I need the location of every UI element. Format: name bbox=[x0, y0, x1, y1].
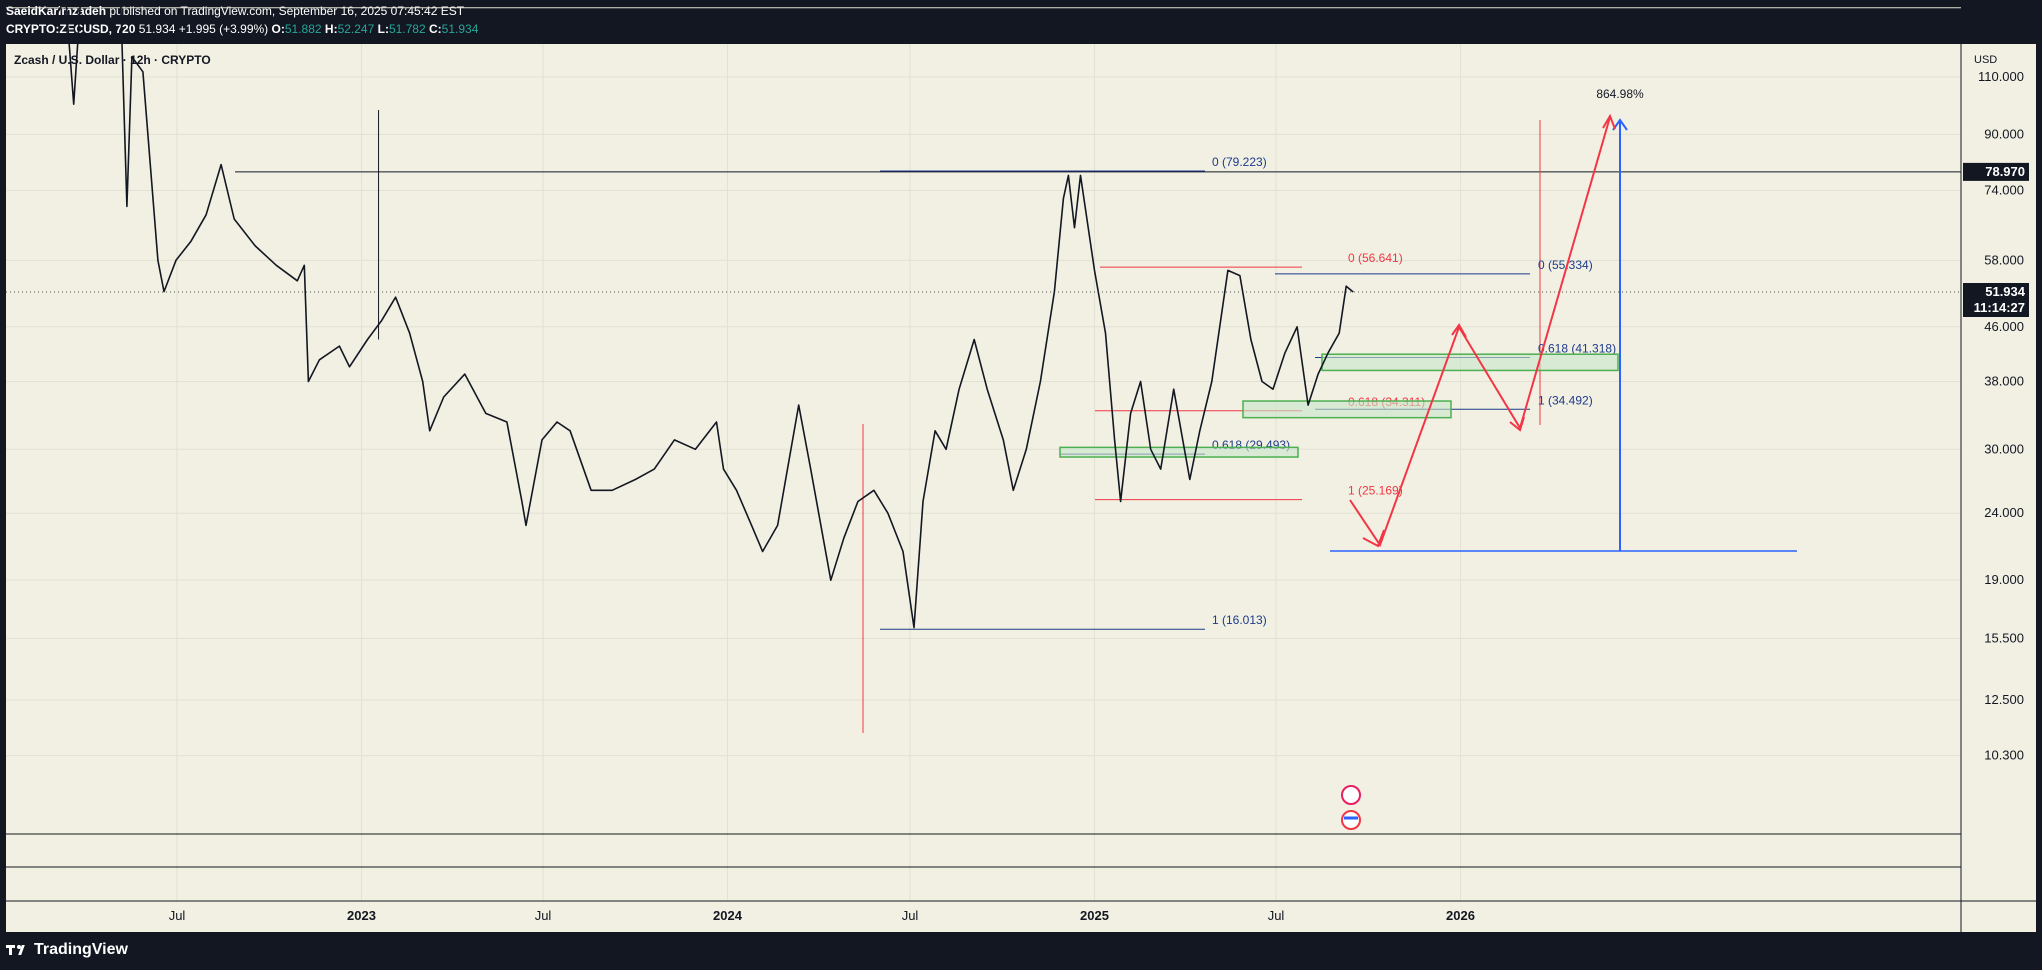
low-label: L: bbox=[377, 22, 389, 36]
y-tick-label: 140.000 bbox=[1977, 0, 2024, 15]
target-percent-label: 864.98% bbox=[1596, 87, 1644, 101]
x-tick-label: Jul bbox=[169, 908, 186, 923]
x-tick-label: Jul bbox=[1268, 908, 1285, 923]
demand-zone bbox=[1059, 446, 1299, 458]
y-tick-label: 10.300 bbox=[1984, 748, 2024, 763]
dividends-event-icon bbox=[1341, 785, 1361, 805]
last-price: 51.934 bbox=[138, 22, 176, 36]
brand-name: TradingView bbox=[34, 941, 128, 958]
y-tick-label: 30.000 bbox=[1984, 441, 2024, 456]
y-tick-label: 110.000 bbox=[1978, 69, 2024, 84]
y-tick-label: 74.000 bbox=[1984, 183, 2024, 198]
fib-level-label: 0 (55.334) bbox=[1538, 258, 1593, 272]
measure-arrow-head bbox=[1612, 118, 1628, 131]
y-tick-label: 38.000 bbox=[1984, 374, 2024, 389]
frame-lines bbox=[6, 44, 2036, 932]
projection-arrow-head bbox=[1362, 529, 1385, 548]
resistance-price-tag-bg bbox=[1963, 162, 2029, 181]
open-value: 51.882 bbox=[284, 22, 322, 36]
chart-annotations: 0 (79.223)1 (16.013)0.618 (29.493)0 (56.… bbox=[6, 87, 1961, 830]
brand-logo[interactable]: TradingView bbox=[6, 941, 128, 959]
x-tick-label: 2025 bbox=[1080, 908, 1109, 923]
demand-zone bbox=[1321, 353, 1619, 372]
us-flag-event-icon bbox=[1341, 810, 1361, 830]
y-tick-label: 90.000 bbox=[1984, 126, 2024, 141]
projection-arrow-head bbox=[1451, 323, 1467, 338]
x-tick-label: 2026 bbox=[1446, 908, 1475, 923]
fib-level-label: 0.618 (41.318) bbox=[1538, 342, 1616, 356]
close-value: 51.934 bbox=[441, 22, 479, 36]
close-label: C: bbox=[429, 22, 442, 36]
price-line bbox=[53, 0, 1354, 629]
tradingview-logo-icon bbox=[6, 943, 28, 957]
open-label: O: bbox=[271, 22, 285, 36]
chart-frame[interactable] bbox=[6, 44, 2036, 932]
ohlc-bar: CRYPTO:ZECUSD, 720 51.934 +1.995 (+3.99%… bbox=[6, 22, 478, 36]
low-value: 51.782 bbox=[388, 22, 426, 36]
grid-lines bbox=[6, 7, 1961, 901]
price-axis: 460.000390.000300.000240.000180.000140.0… bbox=[1977, 0, 2024, 763]
currency-label[interactable]: USD bbox=[1974, 54, 1998, 66]
time-axis: Jul 2023 Jul 2024 Jul 2025 Jul 2026 bbox=[169, 908, 1475, 923]
chart-title: Zcash / U.S. Dollar · 12h · CRYPTO bbox=[14, 53, 211, 67]
price-series bbox=[53, 0, 1354, 629]
x-tick-label: 2023 bbox=[347, 908, 376, 923]
y-tick-label: 58.000 bbox=[1984, 252, 2024, 267]
current-price-tag: 11:14:27 bbox=[1974, 300, 2025, 315]
resistance-price-tag: 78.970 bbox=[1985, 164, 2025, 179]
fib-level-label: 1 (25.169) bbox=[1348, 484, 1403, 498]
fib-level-label: 0 (56.641) bbox=[1348, 251, 1403, 265]
projection-arrow-head bbox=[1602, 113, 1616, 130]
fib-level-label: 1 (34.492) bbox=[1538, 393, 1593, 407]
x-tick-label: Jul bbox=[535, 908, 552, 923]
projection-arrow-head bbox=[1509, 416, 1525, 432]
current-price-tag: 51.934 bbox=[1985, 284, 2026, 299]
fib-level-label: 1 (16.013) bbox=[1212, 613, 1267, 627]
y-tick-label: 12.500 bbox=[1984, 692, 2024, 707]
projection-path bbox=[1349, 116, 1611, 548]
y-tick-label: 15.500 bbox=[1984, 631, 2024, 646]
y-tick-label: 46.000 bbox=[1984, 319, 2024, 334]
demand-zone bbox=[1242, 400, 1452, 419]
high-value: 52.247 bbox=[337, 22, 375, 36]
fib-level-label: 0 (79.223) bbox=[1212, 155, 1267, 169]
x-tick-label: 2024 bbox=[713, 908, 743, 923]
high-label: H: bbox=[324, 22, 338, 36]
symbol-label: CRYPTO:ZECUSD, 720 bbox=[6, 22, 136, 36]
x-tick-label: Jul bbox=[902, 908, 919, 923]
y-tick-label: 24.000 bbox=[1984, 505, 2024, 520]
current-price-tag-bg bbox=[1963, 283, 2029, 318]
price-change: +1.995 (+3.99%) bbox=[178, 22, 269, 36]
y-tick-label: 19.000 bbox=[1984, 572, 2024, 587]
